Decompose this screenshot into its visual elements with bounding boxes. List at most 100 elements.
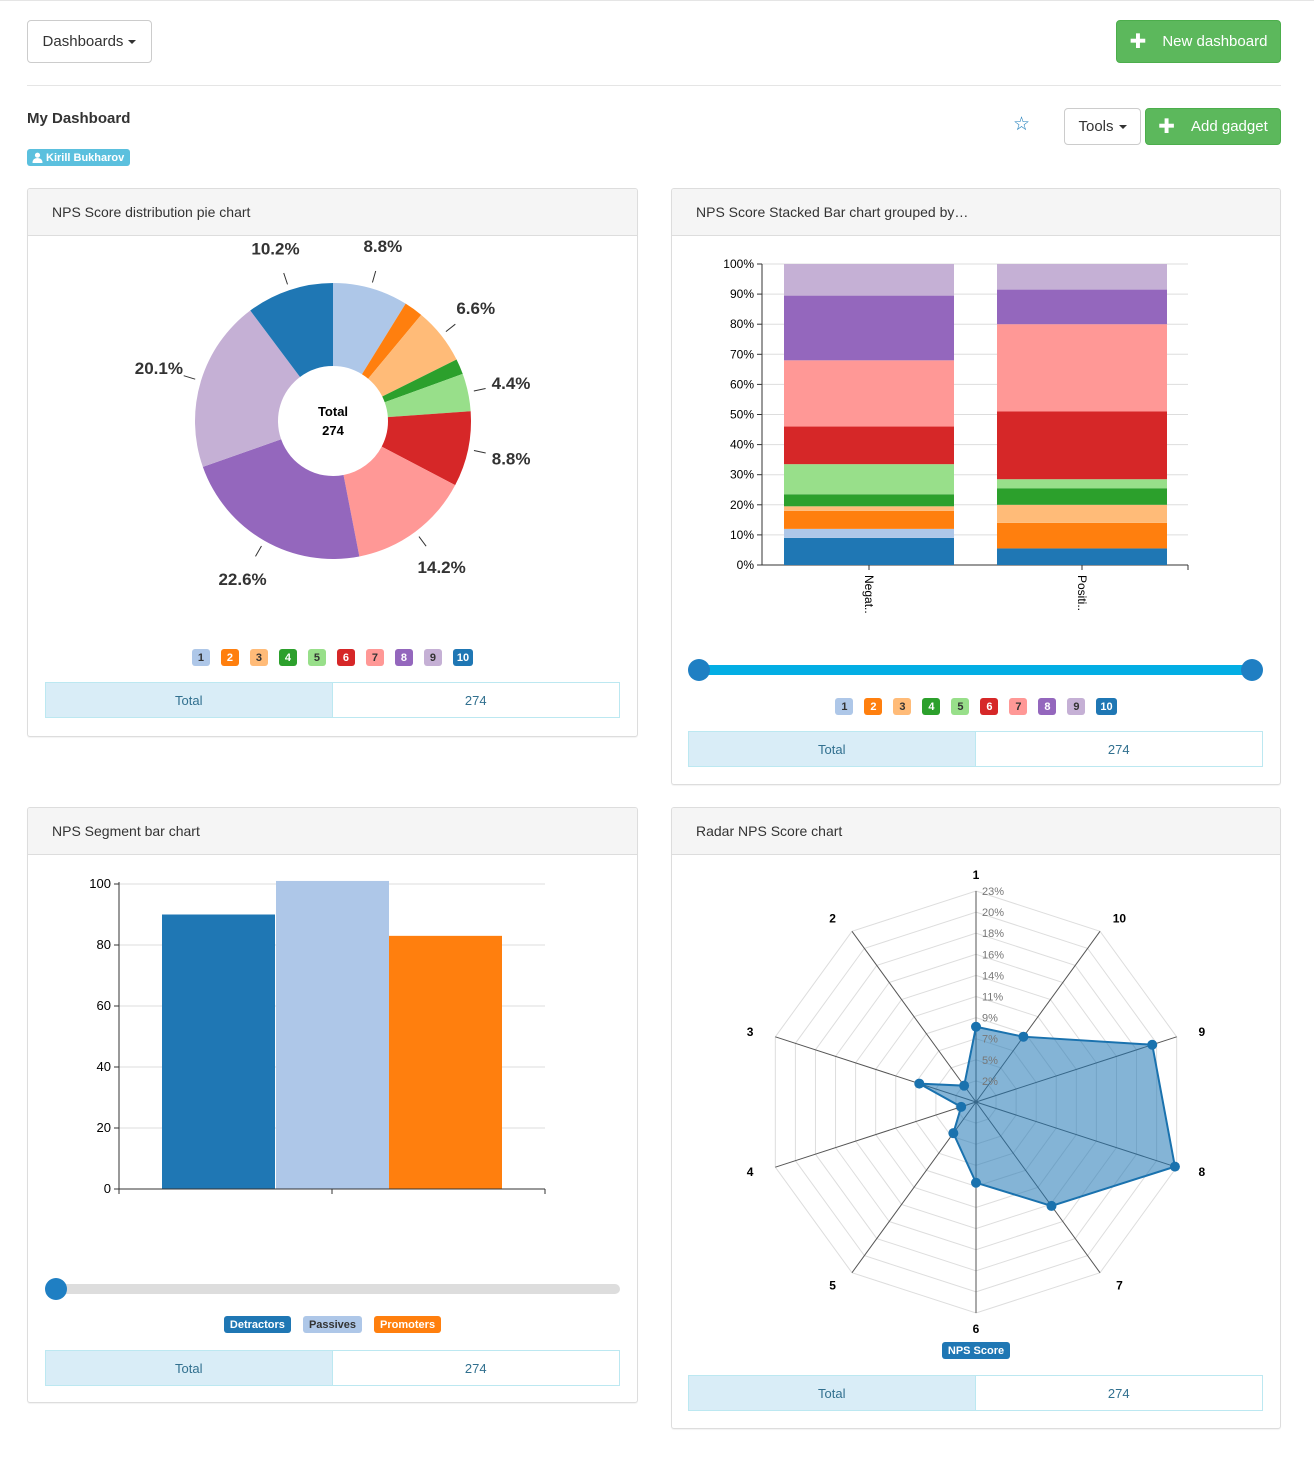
stacked-bar-segment[interactable] [997,289,1167,325]
legend-chip[interactable]: Passives [302,1316,363,1333]
radar-chart-gadget: Radar NPS Score chart 1 10 9 8 7 6 5 4 3 2 2% 5% 7% 9… [671,807,1281,1429]
radar-axis-label: 5 [829,1279,836,1293]
new-dashboard-button[interactable]: ✚ New dashboard [1116,20,1281,63]
radar-point[interactable] [959,1080,970,1091]
y-tick-label: 40 [97,1059,111,1074]
stacked-bar-segment[interactable] [784,295,954,361]
pie-slice[interactable] [202,439,360,559]
tools-dropdown[interactable]: Tools [1064,108,1141,145]
legend-chip[interactable]: 5 [307,649,326,666]
legend-chip[interactable]: 2 [220,649,239,666]
stacked-bar-segment[interactable] [784,426,954,465]
stacked-bar-segment[interactable] [997,488,1167,505]
y-tick-label: 20 [97,1120,111,1135]
legend-chip[interactable]: 5 [951,698,970,715]
radar-point[interactable] [914,1078,925,1089]
legend-chip[interactable]: 9 [423,649,442,666]
stacked-bar-segment[interactable] [997,411,1167,480]
pie-center-value: 274 [322,423,344,438]
stacked-bar-segment[interactable] [784,506,954,511]
y-tick-label: 0% [737,558,755,572]
legend-chip[interactable]: 9 [1067,698,1086,715]
slider-track[interactable] [56,1284,620,1294]
legend-chip[interactable]: 1 [835,698,854,715]
segment-bar-chart: 0 20 40 60 80 100 [89,876,546,1196]
radar-scale-label: 23% [982,886,1004,898]
pie-slice[interactable] [333,283,406,375]
radar-point[interactable] [948,1128,959,1139]
stacked-bar-segment[interactable] [784,528,954,538]
stacked-bar-segment[interactable] [997,548,1167,565]
add-gadget-button[interactable]: ✚ Add gadget [1145,108,1281,145]
y-tick-label: 100 [89,876,111,891]
stacked-bar-segment[interactable] [784,494,954,507]
stacked-bar-segment[interactable] [784,360,954,427]
segment-bar[interactable] [276,880,389,1189]
segment-bar[interactable] [389,935,502,1189]
legend-chip[interactable]: Detractors [223,1316,291,1333]
legend-chip[interactable]: NPS Score [941,1342,1011,1359]
tools-dropdown-label: Tools [1078,118,1114,135]
radar-point[interactable] [971,1177,981,1188]
range-slider[interactable] [28,1274,637,1304]
star-icon[interactable]: ☆ [1013,114,1031,135]
legend-chip[interactable]: 10 [452,649,474,666]
radar-scale-label: 5% [982,1055,998,1067]
pie-slice[interactable] [250,283,333,377]
legend-chip[interactable]: 4 [922,698,941,715]
range-slider[interactable] [672,655,1280,685]
radar-point[interactable] [1169,1161,1180,1172]
pie-slice-label: 22.6% [218,570,266,589]
radar-point[interactable] [1147,1039,1158,1050]
legend-chip[interactable]: 10 [1096,698,1117,715]
pie-slice[interactable] [381,411,471,486]
slider-range[interactable] [699,665,1252,675]
legend-chip[interactable]: 3 [893,698,912,715]
legend-chip[interactable]: 6 [336,649,355,666]
slider-handle[interactable] [688,659,710,681]
pie-slice[interactable] [343,446,456,557]
legend-chip[interactable]: 4 [278,649,297,666]
stacked-bar-segment[interactable] [997,522,1167,549]
radar-point[interactable] [956,1101,967,1112]
stacked-bar-segment[interactable] [784,264,954,296]
legend-chip[interactable]: 8 [1038,698,1057,715]
stacked-bar-segment[interactable] [997,479,1167,489]
pie-slice-label: 8.8% [363,237,402,256]
stacked-bar-segment[interactable] [997,504,1167,523]
legend-chip[interactable]: 6 [980,698,999,715]
legend-chip[interactable]: 1 [191,649,210,666]
stacked-bar-segment[interactable] [784,464,954,495]
radar-axis [851,931,977,1103]
slider-handle[interactable] [45,1278,67,1300]
legend-chip[interactable]: 7 [365,649,384,666]
legend-chip[interactable]: 2 [864,698,883,715]
pie-label-line [445,323,456,333]
legend-chip[interactable]: 7 [1009,698,1028,715]
pie-chart: 8.8% 6.6% 4.4% 8.8% 14.2% 22.6% 20.1% 10.2% Tota… [135,237,531,589]
stacked-bar-segment[interactable] [997,264,1167,290]
dashboards-dropdown-label: Dashboards [42,33,124,50]
segment-bar[interactable] [162,914,275,1190]
pie-slice[interactable] [368,314,457,397]
legend-chip[interactable]: 3 [249,649,268,666]
stacked-bar-segment[interactable] [997,324,1167,412]
radar-point[interactable] [1018,1031,1029,1042]
dashboards-dropdown[interactable]: Dashboards [27,20,152,63]
pie-slice-label: 10.2% [251,239,299,258]
slider-handle[interactable] [1241,659,1263,681]
stacked-bar-segment[interactable] [784,510,954,529]
pie-slice[interactable] [384,373,471,418]
stacked-bar-segment[interactable] [784,537,954,565]
legend-chip[interactable]: 8 [394,649,413,666]
pie-slice[interactable] [195,310,301,467]
y-tick-label: 20% [730,498,754,512]
pie-slice[interactable] [361,303,422,379]
pie-slice[interactable] [382,359,463,403]
legend-chip[interactable]: Promoters [374,1316,442,1333]
radar-area[interactable] [918,1025,1177,1207]
x-tick-label: Positi.. [1075,575,1089,611]
radar-point[interactable] [971,1021,981,1032]
radar-point[interactable] [1046,1200,1057,1211]
y-tick-label: 40% [730,438,754,452]
